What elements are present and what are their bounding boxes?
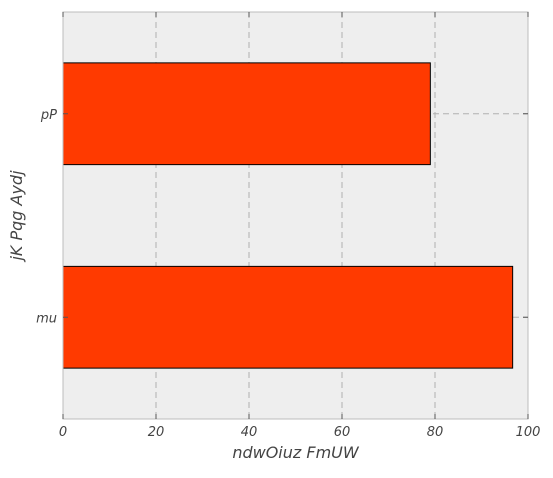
plot-frame (62, 11, 529, 420)
y-axis-title: jK Pqg Aydj (7, 170, 26, 263)
x-tick-label-0: 0 (59, 425, 67, 440)
tick-labels: 0 20 40 60 80 100 mu pP (36, 108, 540, 440)
y-tick-label-mu: mu (36, 311, 57, 326)
x-tick-label-100: 100 (516, 425, 541, 440)
y-tick-label-pP: pP (40, 108, 57, 123)
x-tick-label-80: 80 (427, 425, 444, 440)
bar-mu (62, 265, 514, 369)
x-axis-title: ndwOiuz FmUW (232, 443, 360, 462)
bar-pP (62, 62, 431, 166)
x-tick-label-20: 20 (148, 425, 165, 440)
x-tick-label-40: 40 (241, 425, 258, 440)
x-tick-label-60: 60 (334, 425, 351, 440)
bars (62, 62, 514, 369)
ticks (62, 12, 529, 419)
